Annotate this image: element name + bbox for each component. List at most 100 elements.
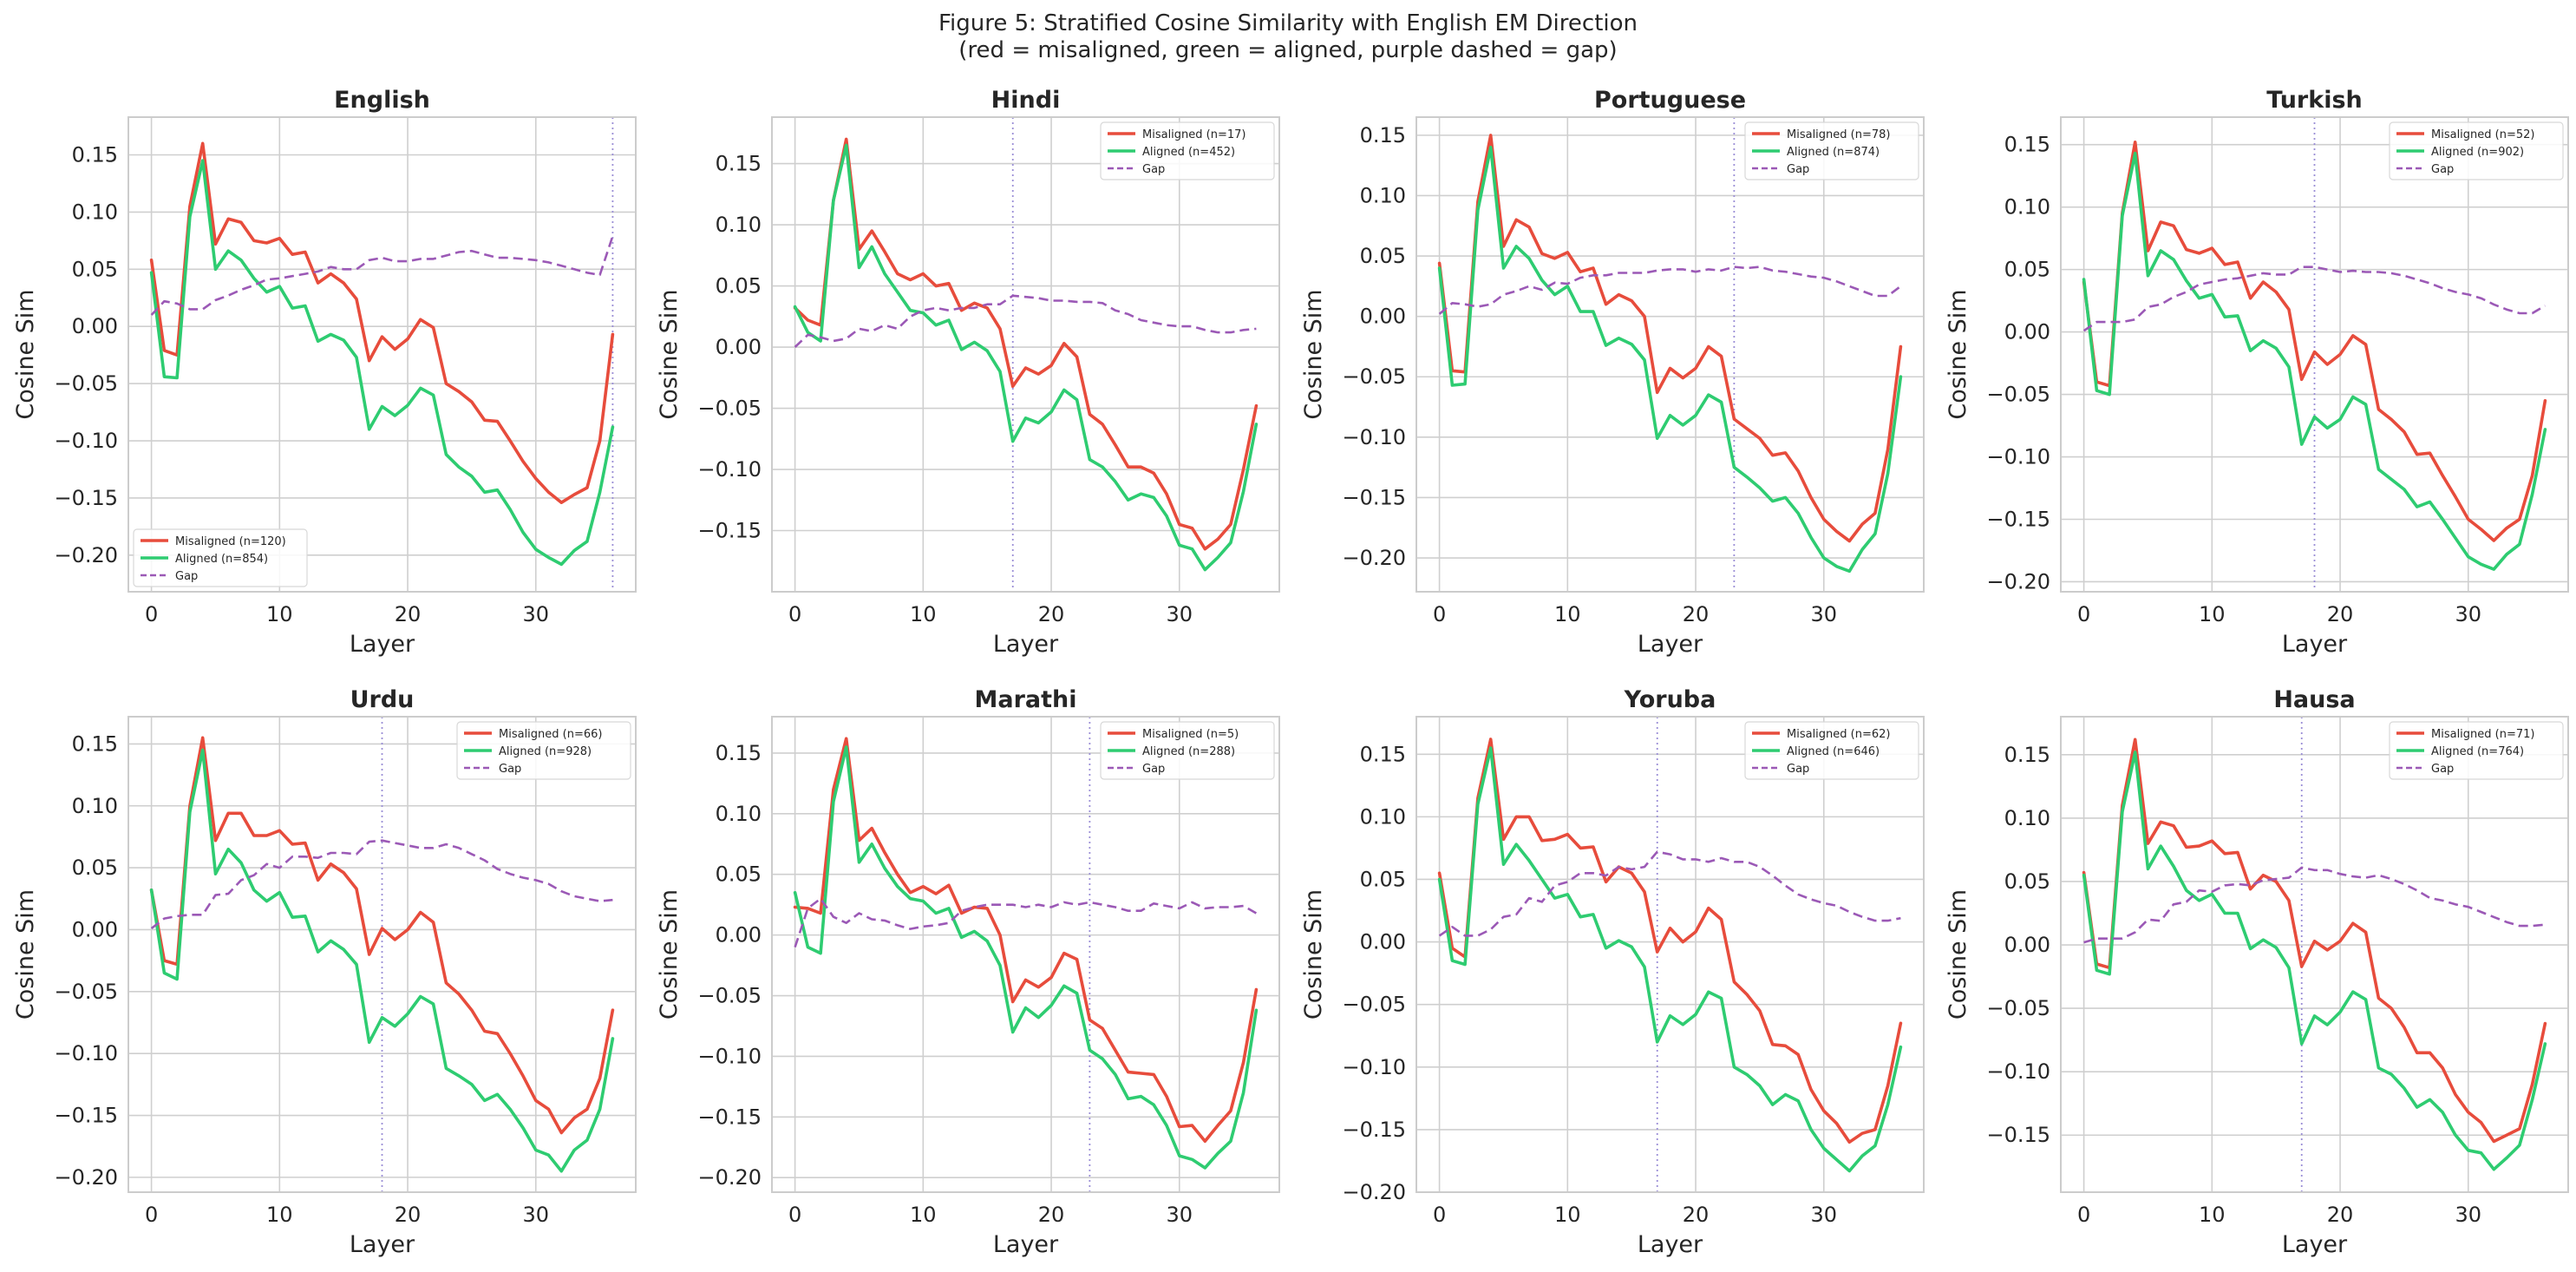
legend-label-gap: Gap	[499, 763, 521, 776]
y-tick-label: −0.20	[697, 1165, 762, 1190]
y-tick-label: −0.05	[54, 371, 118, 396]
legend-label-misaligned: Misaligned (n=78)	[1787, 128, 1890, 141]
x-tick-label: 0	[1433, 602, 1446, 626]
series-line-misaligned	[149, 736, 615, 1135]
subplot-title: Marathi	[974, 686, 1076, 713]
y-tick-label: −0.15	[1986, 1123, 2050, 1147]
y-tick-label: 0.00	[72, 917, 118, 941]
subplot-urdu: 0 10 20 30 0.15 0.10 0.05 0.00 −0.05 −0.10 −0.15 −0…	[12, 686, 637, 1258]
x-tick-label: 10	[1554, 602, 1581, 626]
y-tick-label: 0.00	[2004, 933, 2050, 957]
x-tick-label: 0	[145, 1203, 158, 1227]
y-tick-label: 0.05	[72, 856, 118, 880]
legend-label-misaligned: Misaligned (n=66)	[499, 728, 602, 741]
y-tick-label: 0.00	[2004, 320, 2050, 344]
x-tick-label: 10	[910, 602, 937, 626]
subplot-title: Hausa	[2273, 686, 2355, 713]
series-line-gap	[150, 235, 614, 316]
y-tick-label: −0.10	[54, 429, 118, 453]
subplot-hausa: 0 10 20 30 0.15 0.10 0.05 0.00 −0.05 −0.10 −0.15 La…	[1945, 686, 2569, 1258]
y-tick-label: 0.00	[1360, 930, 1406, 954]
subplot-title: Turkish	[2266, 87, 2363, 114]
legend-label-misaligned: Misaligned (n=62)	[1787, 728, 1890, 741]
y-tick-label: 0.15	[1360, 123, 1406, 148]
y-tick-label: −0.10	[697, 457, 762, 482]
x-axis-label: Layer	[2282, 1231, 2348, 1258]
legend-label-misaligned: Misaligned (n=17)	[1142, 128, 1246, 141]
legend: Misaligned (n=120) Aligned (n=854) Gap	[133, 528, 308, 587]
legend-label-misaligned: Misaligned (n=5)	[1142, 728, 1239, 741]
x-tick-label: 30	[1810, 602, 1837, 626]
x-tick-label: 10	[2199, 602, 2226, 626]
y-tick-label: 0.00	[716, 335, 762, 359]
x-axis-label: Layer	[993, 631, 1059, 658]
series-line-misaligned	[2082, 738, 2547, 1144]
x-axis-label: Layer	[350, 1231, 415, 1258]
series-line-gap	[1438, 266, 1902, 315]
series-line-aligned	[2082, 151, 2547, 571]
figure-title: Figure 5: Stratified Cosine Similarity w…	[938, 10, 1638, 36]
series-line-misaligned	[149, 141, 615, 505]
plot-frame	[127, 716, 637, 1193]
plot-frame	[1415, 116, 1925, 593]
y-tick-label: −0.10	[54, 1041, 118, 1065]
y-tick-label: −0.10	[697, 1044, 762, 1068]
x-tick-label: 10	[2199, 1203, 2226, 1227]
y-tick-label: 0.05	[716, 274, 762, 298]
legend-box	[1100, 721, 1275, 780]
y-tick-label: −0.05	[54, 980, 118, 1004]
x-tick-label: 20	[1038, 602, 1065, 626]
legend-box	[1744, 721, 1919, 780]
series-line-aligned	[2082, 751, 2547, 1171]
y-tick-label: −0.05	[697, 984, 762, 1008]
y-tick-label: −0.20	[1342, 546, 1406, 570]
x-tick-label: 30	[2455, 602, 2481, 626]
series-line-gap	[794, 294, 1257, 348]
y-axis-label: Cosine Sim	[12, 289, 39, 419]
figure-subtitle: (red = misaligned, green = aligned, purp…	[958, 37, 1617, 63]
y-axis-label: Cosine Sim	[1945, 889, 1971, 1020]
legend-label-misaligned: Misaligned (n=52)	[2431, 128, 2534, 141]
y-tick-label: 0.10	[716, 802, 762, 826]
x-tick-label: 20	[1038, 1203, 1065, 1227]
y-tick-label: 0.15	[2004, 743, 2050, 767]
series-line-misaligned	[1437, 738, 1903, 1144]
y-tick-label: 0.15	[2004, 133, 2050, 157]
series-line-gap	[150, 839, 613, 930]
x-tick-label: 0	[145, 602, 158, 626]
x-tick-label: 20	[2327, 602, 2354, 626]
y-tick-label: −0.05	[697, 397, 762, 421]
x-tick-label: 30	[1166, 1203, 1193, 1227]
y-axis-label: Cosine Sim	[1300, 289, 1327, 419]
series-line-gap	[794, 897, 1258, 948]
y-axis-label: Cosine Sim	[12, 889, 39, 1020]
x-tick-label: 20	[395, 602, 422, 626]
legend-box	[1744, 121, 1919, 180]
plot-frame	[127, 116, 637, 593]
y-tick-label: 0.00	[1360, 305, 1406, 329]
x-tick-label: 20	[395, 1203, 422, 1227]
x-tick-label: 10	[266, 602, 293, 626]
plot-frame	[771, 716, 1280, 1193]
y-tick-label: 0.05	[2004, 258, 2050, 282]
y-tick-label: −0.05	[1342, 993, 1406, 1017]
legend-label-gap: Gap	[1142, 163, 1165, 176]
y-tick-label: 0.10	[1360, 183, 1406, 207]
plot-frame	[2060, 116, 2569, 593]
y-tick-label: −0.15	[54, 1104, 118, 1128]
series-line-aligned	[793, 745, 1259, 1170]
y-tick-label: −0.05	[1986, 383, 2050, 407]
series-line-aligned	[793, 143, 1259, 572]
subplot-title: Hindi	[991, 87, 1061, 114]
plot-frame	[2060, 716, 2569, 1193]
x-tick-label: 0	[2077, 1203, 2090, 1227]
x-tick-label: 0	[2077, 602, 2090, 626]
legend: Misaligned (n=17) Aligned (n=452) Gap	[1100, 121, 1275, 180]
series-line-aligned	[149, 748, 615, 1173]
legend: Misaligned (n=62) Aligned (n=646) Gap	[1744, 721, 1919, 780]
legend-label-aligned: Aligned (n=646)	[1787, 745, 1880, 758]
legend-box	[133, 528, 308, 587]
series-line-misaligned	[793, 737, 1259, 1144]
y-axis-label: Cosine Sim	[1945, 289, 1971, 419]
